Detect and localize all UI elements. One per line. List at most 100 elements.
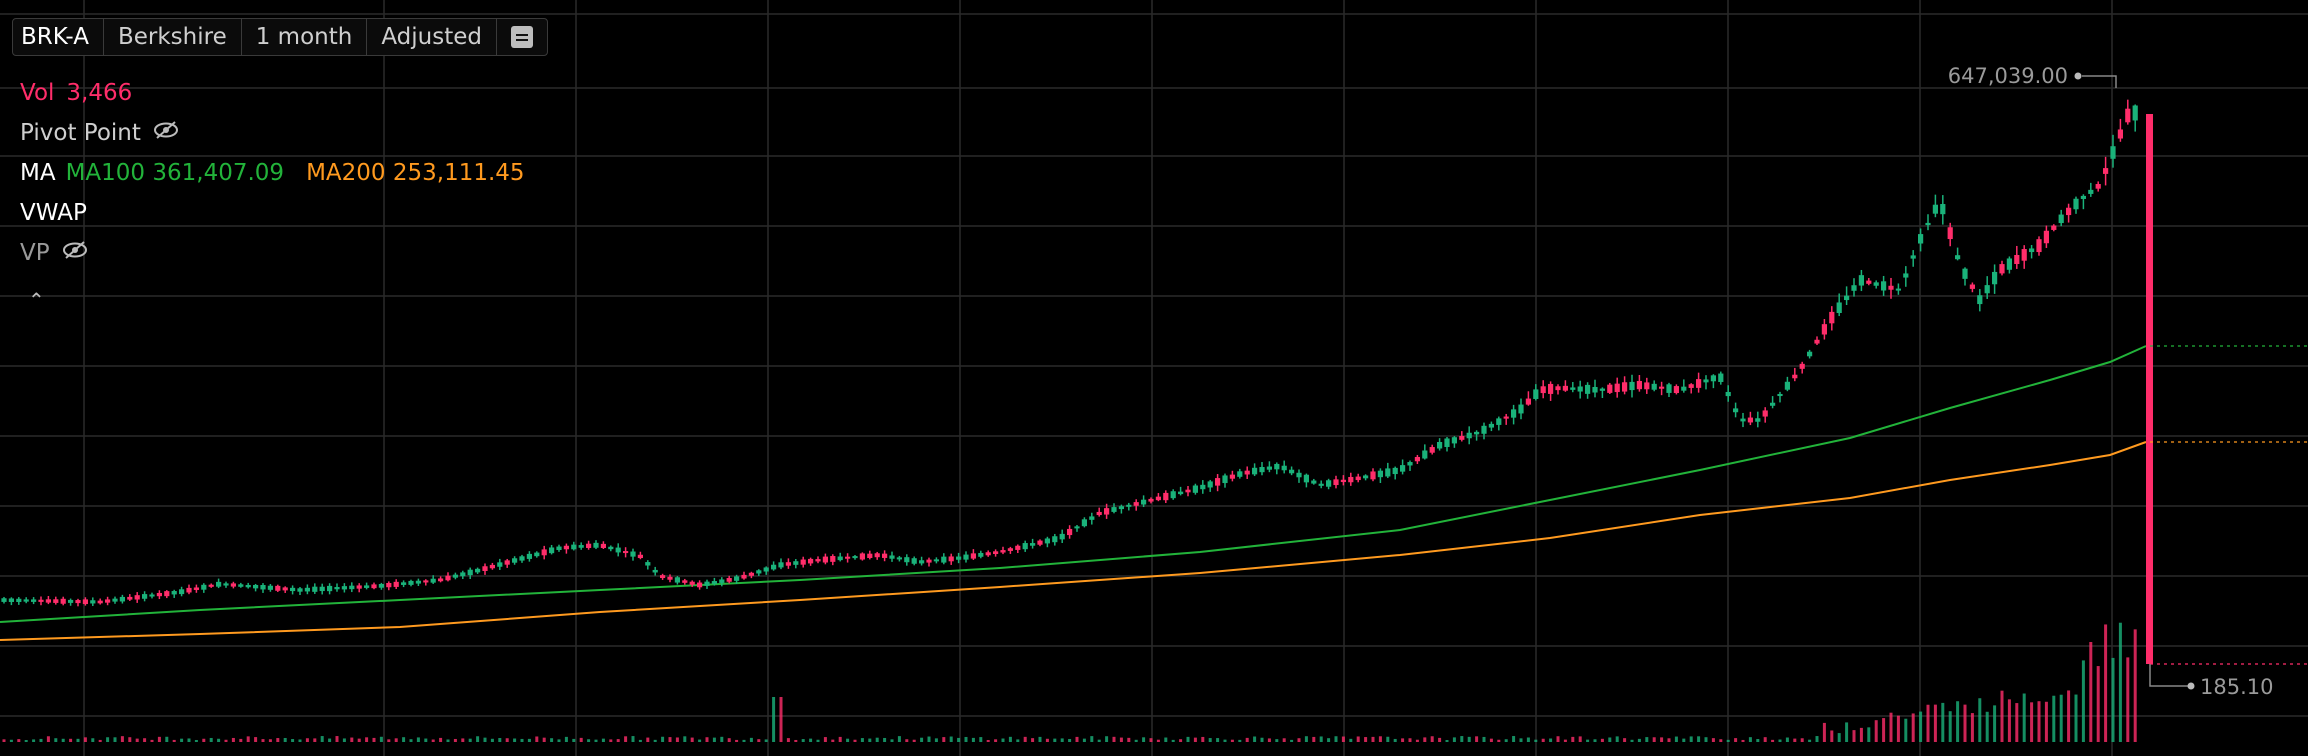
candle-up <box>319 583 325 595</box>
candle-up <box>578 542 584 550</box>
volume-bar <box>2133 629 2137 742</box>
volume-bar <box>1963 704 1967 742</box>
candle-body <box>985 552 991 556</box>
candle-down <box>1614 377 1620 398</box>
volume-bar <box>394 738 398 742</box>
high-price-label: 647,039.00 <box>1948 64 2068 88</box>
candle-body <box>867 553 873 559</box>
volume-bar <box>128 737 132 742</box>
candle-up <box>1858 269 1864 292</box>
candle-up <box>312 583 318 594</box>
volume-bar <box>165 736 169 742</box>
volume-bar <box>1933 704 1937 742</box>
candle-down <box>282 586 288 593</box>
volume-bar <box>424 738 428 742</box>
price-annotations: 647,039.00 185.10 <box>1948 64 2308 699</box>
candle-up <box>652 566 658 576</box>
candle-down <box>948 553 954 565</box>
candle-body <box>682 580 688 583</box>
volume-bar <box>2059 694 2063 742</box>
volume-bar <box>1208 738 1212 742</box>
candle-up <box>1052 533 1058 546</box>
candle-up <box>1170 489 1176 500</box>
candle-body <box>1148 498 1154 502</box>
volume-bar <box>91 738 95 742</box>
volume-bar <box>1534 739 1538 742</box>
ma-legend[interactable]: MA MA100 361,407.09 MA200 253,111.45 <box>20 160 525 186</box>
volume-bar <box>1393 738 1397 742</box>
volume-bar <box>1741 739 1745 742</box>
candle-up <box>526 551 532 562</box>
candle-up <box>1192 483 1198 495</box>
ma-label: MA <box>20 160 56 186</box>
candle-body <box>489 564 495 569</box>
candle-down <box>1762 407 1768 423</box>
candle-body <box>1185 489 1191 493</box>
volume-bar <box>61 738 65 742</box>
volume-bar <box>2126 657 2130 742</box>
volume-bar <box>934 738 938 742</box>
candle-body <box>1932 204 1938 214</box>
vwap-label: VWAP <box>20 200 87 226</box>
candle-down <box>356 583 362 593</box>
volume-bar <box>587 739 591 742</box>
volume-bar <box>1282 738 1286 742</box>
candle-down <box>156 590 162 600</box>
volume-bar <box>1800 738 1804 742</box>
candle-up <box>1955 247 1961 261</box>
volume-bar <box>150 739 154 742</box>
candle-body <box>1955 255 1961 260</box>
candle-body <box>1252 467 1258 475</box>
candle-body <box>1592 386 1598 393</box>
volume-bar <box>1482 736 1486 742</box>
candle-up <box>1252 463 1258 477</box>
symbol-button[interactable]: BRK-A <box>13 19 104 55</box>
volume-bar <box>461 738 465 742</box>
candle-up <box>1141 495 1147 508</box>
volume-bar <box>1526 737 1530 742</box>
volume-bar <box>483 737 487 742</box>
volume-bar <box>875 737 879 742</box>
pivot-legend[interactable]: Pivot Point <box>20 120 179 146</box>
volume-bar <box>646 737 650 742</box>
candle-body <box>837 556 843 561</box>
candle-body <box>1903 273 1909 278</box>
vp-legend[interactable]: VP <box>20 240 88 266</box>
candle-body <box>1644 382 1650 390</box>
candle-up <box>1111 503 1117 514</box>
candle-down <box>1229 470 1235 482</box>
volume-bar <box>1179 739 1183 742</box>
volume-bar <box>1038 736 1042 742</box>
candle-body <box>963 554 969 560</box>
candle-body <box>334 587 340 590</box>
volume-legend[interactable]: Vol 3,466 <box>20 80 132 106</box>
period-button[interactable]: 1 month <box>242 19 368 55</box>
volume-bar <box>69 738 73 742</box>
candle-up <box>223 581 229 588</box>
company-button[interactable]: Berkshire <box>104 19 242 55</box>
candle-up <box>1326 478 1332 490</box>
candle-up <box>31 597 37 605</box>
volume-bar <box>801 739 805 742</box>
candle-body <box>623 551 629 554</box>
menu-button[interactable] <box>497 19 547 55</box>
candle-down <box>1104 503 1110 519</box>
volume-bar <box>772 697 776 742</box>
candle-down <box>1067 525 1073 539</box>
volume-bar <box>1771 739 1775 742</box>
candle-body <box>1044 538 1050 544</box>
volume-bar <box>579 737 583 742</box>
volume-bar <box>994 739 998 742</box>
candle-body <box>1866 280 1872 284</box>
candle-down <box>1333 475 1339 489</box>
candle-up <box>512 556 518 565</box>
adjust-button[interactable]: Adjusted <box>367 19 497 55</box>
vwap-legend[interactable]: VWAP <box>20 200 87 226</box>
volume-bar <box>1267 738 1271 742</box>
eye-slash-icon[interactable] <box>62 240 88 266</box>
volume-bar <box>1623 738 1627 742</box>
chevron-up-icon[interactable]: ⌃ <box>28 288 45 312</box>
eye-slash-icon[interactable] <box>153 120 179 146</box>
volume-bar <box>661 736 665 742</box>
